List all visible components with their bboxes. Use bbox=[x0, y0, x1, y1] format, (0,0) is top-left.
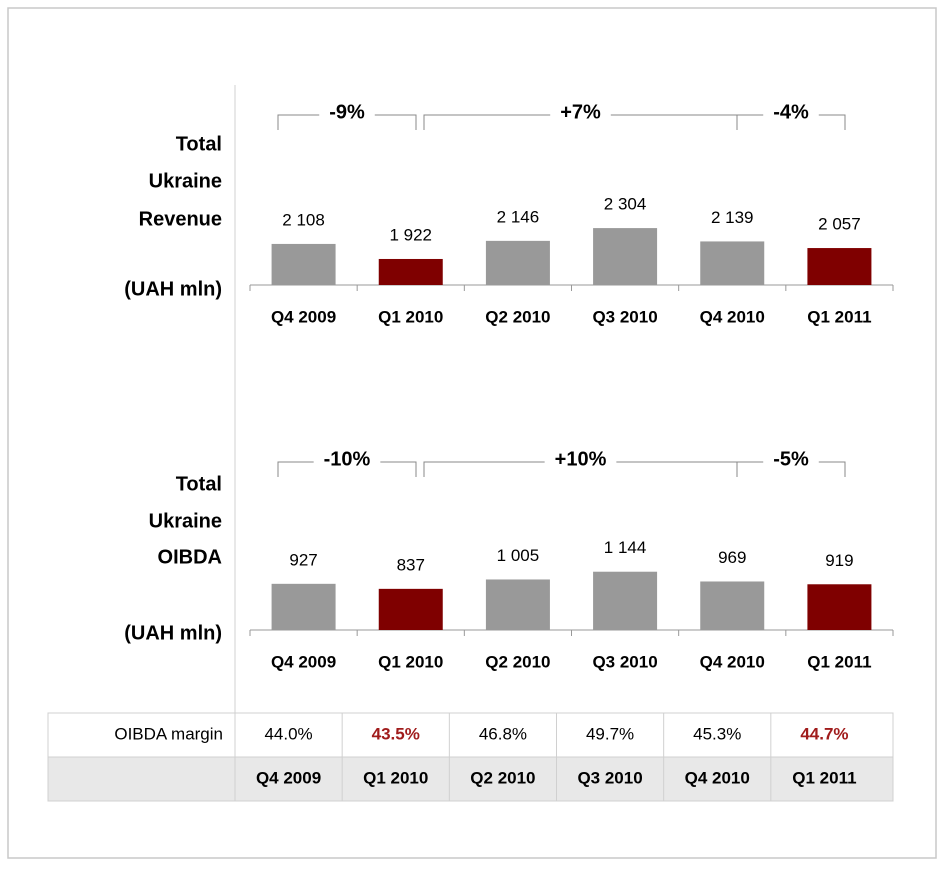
table-header: Q1 2011 bbox=[792, 768, 856, 787]
table-header: Q4 2009 bbox=[256, 768, 321, 787]
bracket bbox=[736, 114, 846, 130]
value-label: 1 922 bbox=[389, 225, 432, 244]
bar bbox=[807, 248, 872, 285]
x-tick-label: Q2 2010 bbox=[485, 307, 550, 326]
x-tick-label: Q2 2010 bbox=[485, 652, 550, 671]
x-tick-label: Q3 2010 bbox=[592, 652, 657, 671]
table-header: Q1 2010 bbox=[363, 768, 428, 787]
value-label: 1 005 bbox=[497, 546, 540, 565]
bar bbox=[485, 240, 550, 285]
value-label: 2 108 bbox=[282, 210, 325, 229]
table-cell: 44.7% bbox=[800, 724, 848, 743]
table-cell: 43.5% bbox=[372, 724, 420, 743]
bar bbox=[378, 588, 443, 630]
chart-label: Total bbox=[176, 473, 222, 495]
x-tick-label: Q1 2010 bbox=[378, 652, 443, 671]
change-label: -10% bbox=[324, 448, 371, 470]
bar bbox=[378, 258, 443, 285]
table-cell: 44.0% bbox=[264, 724, 312, 743]
chart-label: Ukraine bbox=[149, 170, 222, 192]
table-header: Q4 2010 bbox=[685, 768, 750, 787]
chart-label: Revenue bbox=[139, 208, 222, 230]
bar bbox=[807, 584, 872, 630]
x-tick-label: Q1 2011 bbox=[807, 307, 871, 326]
value-label: 919 bbox=[825, 551, 853, 570]
change-label: +10% bbox=[555, 448, 607, 470]
value-label: 2 304 bbox=[604, 195, 647, 214]
table-cell: 49.7% bbox=[586, 724, 634, 743]
x-tick-label: Q1 2011 bbox=[807, 652, 871, 671]
bar bbox=[271, 583, 336, 630]
x-tick-label: Q3 2010 bbox=[592, 307, 657, 326]
change-label: +7% bbox=[560, 101, 601, 123]
x-tick-label: Q1 2010 bbox=[378, 307, 443, 326]
x-tick-label: Q4 2010 bbox=[700, 307, 765, 326]
chart-label: Ukraine bbox=[149, 510, 222, 532]
value-label: 1 144 bbox=[604, 538, 647, 557]
value-label: 2 057 bbox=[818, 215, 861, 234]
bracket bbox=[277, 114, 417, 130]
bar bbox=[593, 228, 658, 285]
table-header-bg bbox=[48, 757, 893, 801]
bar bbox=[700, 241, 765, 285]
unit-label: (UAH mln) bbox=[124, 278, 222, 300]
x-tick-label: Q4 2009 bbox=[271, 307, 336, 326]
row-label: OIBDA margin bbox=[114, 724, 223, 743]
table-cell: 46.8% bbox=[479, 724, 527, 743]
value-label: 837 bbox=[397, 555, 425, 574]
value-label: 927 bbox=[289, 550, 317, 569]
chart-label: Total bbox=[176, 133, 222, 155]
change-label: -5% bbox=[773, 448, 809, 470]
bar bbox=[593, 571, 658, 630]
bar bbox=[271, 243, 336, 285]
unit-label: (UAH mln) bbox=[124, 622, 222, 644]
bracket bbox=[277, 461, 417, 477]
bar bbox=[700, 581, 765, 630]
table-cell: 45.3% bbox=[693, 724, 741, 743]
table-header: Q3 2010 bbox=[577, 768, 642, 787]
x-tick-label: Q4 2009 bbox=[271, 652, 336, 671]
chart-label: OIBDA bbox=[158, 546, 222, 568]
change-label: -9% bbox=[329, 101, 365, 123]
frame bbox=[7, 7, 937, 859]
change-label: -4% bbox=[773, 101, 809, 123]
table-header: Q2 2010 bbox=[470, 768, 535, 787]
value-label: 969 bbox=[718, 548, 746, 567]
value-label: 2 146 bbox=[497, 207, 540, 226]
bracket bbox=[736, 461, 846, 477]
x-tick-label: Q4 2010 bbox=[700, 652, 765, 671]
value-label: 2 139 bbox=[711, 208, 754, 227]
bar bbox=[485, 579, 550, 630]
